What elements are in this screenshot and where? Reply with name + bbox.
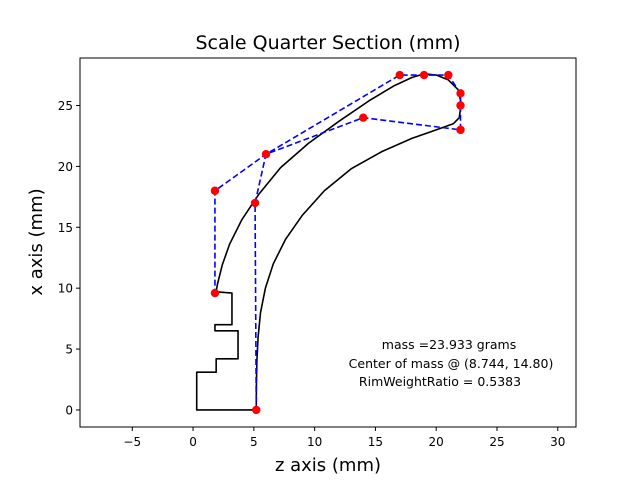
series-profile-inner <box>255 117 460 410</box>
y-tick-label: 25 <box>58 99 73 113</box>
plot-marks <box>210 70 465 415</box>
y-tick-label: 0 <box>65 403 73 417</box>
control-point-9 <box>395 70 404 80</box>
annotation-rim-weight-ratio: RimWeightRatio = 0.5383 <box>359 374 521 389</box>
control-point-0 <box>252 405 261 415</box>
control-point-2 <box>261 150 271 159</box>
control-point-3 <box>359 113 368 122</box>
x-tick-label: 0 <box>189 435 197 449</box>
control-point-1 <box>250 198 260 208</box>
y-tick-label: 15 <box>58 221 73 235</box>
control-point-8 <box>419 70 429 80</box>
y-tick-label: 10 <box>58 282 73 296</box>
series-profile-outer <box>215 73 462 292</box>
control-point-11 <box>210 288 220 298</box>
control-point-7 <box>444 70 453 80</box>
y-axis-title: x axis (mm) <box>26 188 47 295</box>
x-tick-label: 25 <box>489 435 504 449</box>
control-point-5 <box>456 101 465 110</box>
plot-frame <box>79 57 577 428</box>
control-point-6 <box>456 89 465 98</box>
y-tick-label: 20 <box>58 160 73 174</box>
x-tick-label: 20 <box>429 435 444 449</box>
series-base-stair <box>195 291 257 411</box>
x-tick-label: 15 <box>368 435 383 449</box>
x-tick-label: 10 <box>307 435 322 449</box>
y-axis: 0 5 10 15 20 25 <box>58 99 80 417</box>
x-axis: −5 0 5 10 15 20 25 30 <box>123 427 565 449</box>
x-axis-title: z axis (mm) <box>275 455 381 476</box>
annotation-mass: mass =23.933 grams <box>382 337 516 352</box>
x-tick-label: −5 <box>123 435 141 449</box>
annotation-center-of-mass: Center of mass @ (8.744, 14.80) <box>349 356 554 371</box>
y-tick-label: 5 <box>65 343 73 357</box>
x-tick-label: 5 <box>250 435 258 449</box>
control-point-10 <box>210 186 220 195</box>
control-point-4 <box>456 125 465 135</box>
x-tick-label: 30 <box>550 435 565 449</box>
chart-title: Scale Quarter Section (mm) <box>195 32 460 54</box>
